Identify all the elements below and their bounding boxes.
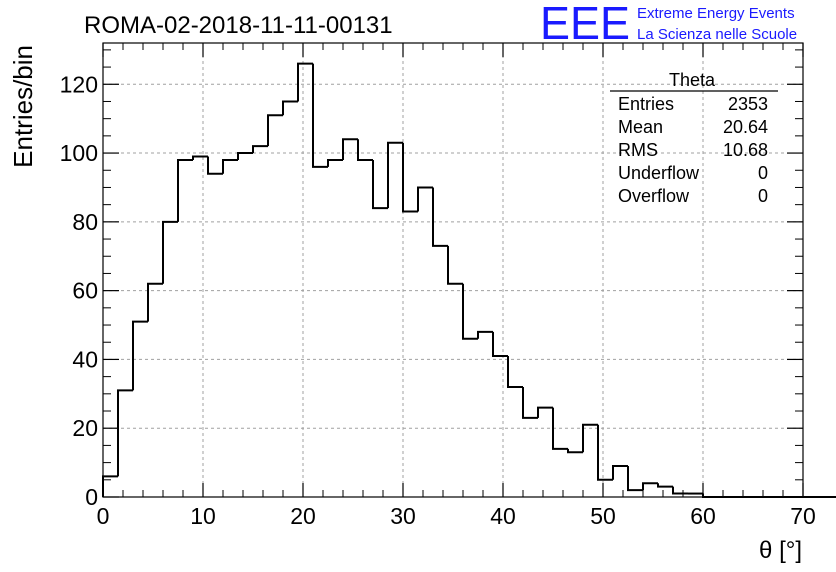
histogram-bin	[327, 158, 343, 167]
histogram-bin	[177, 158, 193, 222]
y-tick-label: 0	[85, 484, 98, 510]
histogram-bin	[237, 152, 253, 160]
histogram-bin	[102, 475, 118, 497]
histogram-bin	[432, 187, 448, 247]
logo-subtitle-1: Extreme Energy Events	[637, 5, 795, 22]
histogram-bin	[507, 355, 523, 388]
histogram-bin	[522, 386, 538, 419]
histogram-bin	[117, 389, 133, 477]
x-tick-label: 50	[590, 503, 616, 529]
histogram-bin	[132, 320, 148, 391]
histogram-bin	[447, 245, 463, 285]
grid-lines	[103, 43, 803, 497]
histogram-bin	[357, 139, 373, 161]
histogram-bin	[282, 100, 298, 116]
x-tick-label: 0	[97, 503, 110, 529]
stats-value-rms: 10.68	[723, 140, 768, 160]
histogram-bins	[102, 62, 836, 498]
y-tick-label: 80	[72, 209, 98, 235]
y-axis-label: Entries/bin	[8, 45, 38, 168]
histogram-bin	[492, 331, 508, 357]
chart-title: ROMA-02-2018-11-11-00131	[84, 12, 393, 39]
stats-value-underflow: 0	[758, 163, 768, 183]
histogram-bin	[387, 141, 403, 209]
stats-value-mean: 20.64	[723, 117, 768, 137]
y-tick-label: 120	[60, 71, 98, 97]
stats-value-overflow: 0	[758, 186, 768, 206]
histogram-bin	[582, 423, 598, 453]
y-tick-label: 20	[72, 415, 98, 441]
y-tick-label: 60	[72, 278, 98, 304]
x-tick-label: 20	[290, 503, 316, 529]
stats-label-rms: RMS	[618, 140, 658, 160]
histogram-bin	[402, 142, 418, 213]
histogram-bin	[297, 62, 313, 102]
histogram-bin	[222, 158, 238, 174]
histogram-bin	[657, 483, 673, 488]
histogram-bin	[342, 138, 358, 160]
stats-label-underflow: Underflow	[618, 163, 700, 183]
x-tick-label: 60	[690, 503, 716, 529]
eee-logo: EEE	[540, 0, 630, 49]
stats-value-entries: 2353	[728, 94, 768, 114]
x-tick-label: 10	[190, 503, 216, 529]
histogram-bin	[417, 186, 433, 212]
stats-title: Theta	[669, 70, 716, 90]
histogram-bin	[312, 63, 328, 168]
x-axis-label: θ [°]	[759, 537, 802, 564]
stats-box: Theta Entries 2353 Mean 20.64 RMS 10.68 …	[610, 70, 778, 206]
plot-frame	[102, 42, 804, 498]
logo-subtitle-2: La Scienza nelle Scuole	[637, 26, 797, 43]
histogram-bin	[192, 155, 208, 160]
y-tick-label: 100	[60, 140, 98, 166]
histogram-bin	[597, 424, 613, 481]
stats-label-mean: Mean	[618, 117, 663, 137]
histogram-bin	[252, 145, 268, 154]
x-tick-label: 30	[390, 503, 416, 529]
stats-label-overflow: Overflow	[618, 186, 690, 206]
histogram-bin	[537, 406, 553, 418]
histogram-bin	[612, 465, 628, 480]
y-tick-label: 40	[72, 346, 98, 372]
axis-ticks	[102, 43, 804, 498]
histogram-bin	[462, 283, 478, 340]
histogram-bin	[672, 486, 688, 495]
stats-label-entries: Entries	[618, 94, 674, 114]
histogram-bin	[642, 482, 658, 491]
histogram-bin	[477, 330, 493, 339]
tick-labels: 0 10 20 30 40 50 60 70 0 20 40 60 80 100 120	[60, 71, 816, 529]
x-tick-label: 70	[790, 503, 816, 529]
histogram-bin	[627, 466, 643, 492]
histogram-bin	[702, 493, 718, 498]
histogram-bin	[162, 220, 178, 284]
histogram-bin	[147, 282, 163, 322]
x-tick-label: 40	[490, 503, 516, 529]
histogram-bin	[372, 159, 388, 210]
histogram-bin	[207, 156, 223, 175]
histogram-bin	[267, 114, 283, 147]
histogram-bin	[567, 448, 583, 454]
histogram-bin	[552, 407, 568, 450]
